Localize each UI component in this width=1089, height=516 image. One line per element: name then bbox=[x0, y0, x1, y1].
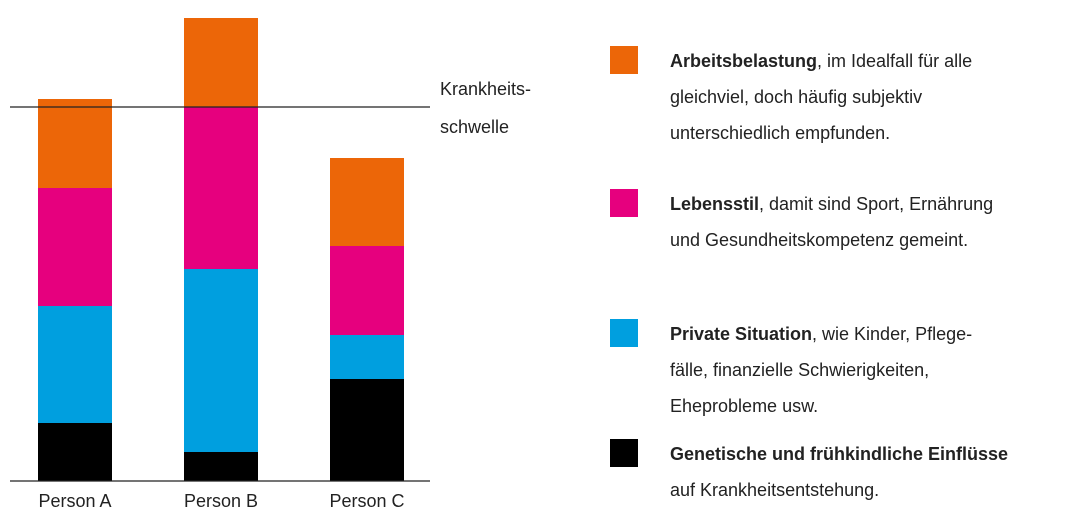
bar-segment bbox=[330, 335, 404, 379]
legend-text: Genetische und frühkindliche Einflüsse bbox=[670, 444, 1008, 464]
legend-name: Genetische und frühkindliche Einflüsse bbox=[670, 444, 1008, 464]
legend-swatch bbox=[610, 319, 638, 347]
bar-segment bbox=[184, 107, 258, 269]
threshold-label: Krankheits- bbox=[440, 79, 531, 99]
legend-description: auf Krankheitsentstehung. bbox=[670, 480, 879, 500]
legend-description: und Gesundheitskompetenz gemeint. bbox=[670, 230, 968, 250]
legend-name: Arbeitsbelastung bbox=[670, 51, 817, 71]
bar-segment bbox=[38, 188, 112, 306]
legend-name: Private Situation bbox=[670, 324, 812, 344]
bar-segment bbox=[330, 246, 404, 335]
legend-text: Lebensstil, damit sind Sport, Ernährung bbox=[670, 194, 993, 214]
legend-swatch bbox=[610, 189, 638, 217]
legend-description: fälle, finanzielle Schwierigkeiten, bbox=[670, 360, 929, 380]
bar-segment bbox=[38, 423, 112, 481]
legend-swatch bbox=[610, 46, 638, 74]
legend-description: Eheprobleme usw. bbox=[670, 396, 818, 416]
legend-description: , im Idealfall für alle bbox=[817, 51, 972, 71]
legend-description: unterschiedlich empfunden. bbox=[670, 123, 890, 143]
bar-segment bbox=[330, 379, 404, 481]
bar-segment bbox=[184, 452, 258, 481]
threshold-label: schwelle bbox=[440, 117, 509, 137]
bar-segment bbox=[184, 18, 258, 107]
legend-text: Arbeitsbelastung, im Idealfall für alle bbox=[670, 51, 972, 71]
legend-text: Private Situation, wie Kinder, Pflege- bbox=[670, 324, 972, 344]
legend-description: , damit sind Sport, Ernährung bbox=[759, 194, 993, 214]
x-tick-label: Person B bbox=[184, 491, 258, 511]
x-tick-label: Person A bbox=[38, 491, 111, 511]
legend-swatch bbox=[610, 439, 638, 467]
legend-description: , wie Kinder, Pflege- bbox=[812, 324, 972, 344]
bar-segment bbox=[38, 306, 112, 423]
legend-name: Lebensstil bbox=[670, 194, 759, 214]
bar-segment bbox=[184, 269, 258, 452]
legend-description: gleichviel, doch häufig subjektiv bbox=[670, 87, 922, 107]
x-tick-label: Person C bbox=[329, 491, 404, 511]
bar-segment bbox=[330, 158, 404, 246]
bar-segment bbox=[38, 99, 112, 188]
